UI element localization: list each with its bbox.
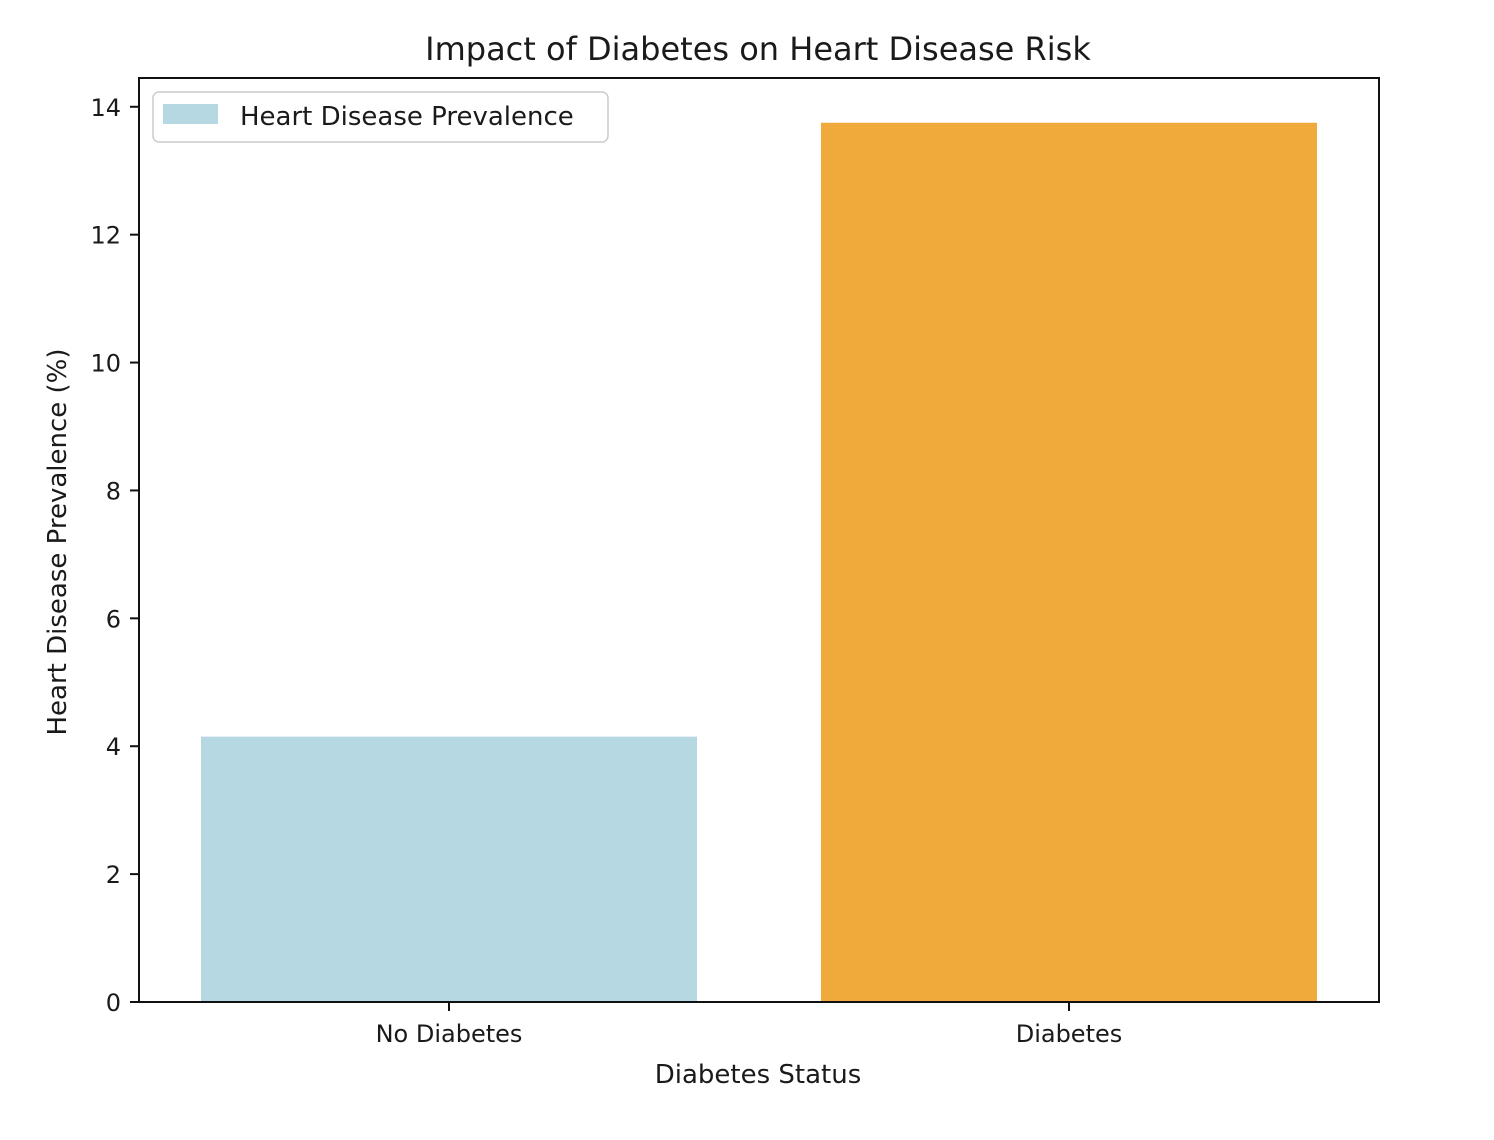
y-tick-label: 8: [106, 477, 121, 505]
bar-no-diabetes: [201, 736, 697, 1002]
y-tick-label: 0: [106, 989, 121, 1017]
legend-swatch: [163, 104, 218, 124]
y-axis-label: Heart Disease Prevalence (%): [43, 348, 73, 735]
y-tick-label: 2: [106, 861, 121, 889]
x-axis-label: Diabetes Status: [655, 1060, 862, 1090]
y-tick-label: 4: [106, 733, 121, 761]
y-tick-label: 14: [90, 94, 121, 122]
x-tick-label: No Diabetes: [376, 1020, 523, 1048]
bars-group: [201, 122, 1317, 1003]
y-tick-label: 10: [90, 350, 121, 378]
x-tick-label: Diabetes: [1016, 1020, 1123, 1048]
legend-box: [152, 91, 609, 143]
y-tick-label: 12: [90, 222, 121, 250]
y-axis: 0 2 4 6 8 10 12 14: [90, 94, 139, 1017]
legend-label: Heart Disease Prevalence: [240, 102, 574, 132]
bar-diabetes: [821, 122, 1317, 1003]
plot-frame: [138, 77, 1380, 1003]
legend: Heart Disease Prevalence: [152, 91, 609, 143]
y-tick-label: 6: [106, 605, 121, 633]
chart-title: Impact of Diabetes on Heart Disease Risk: [425, 30, 1091, 68]
x-axis: No Diabetes Diabetes: [376, 1002, 1123, 1048]
